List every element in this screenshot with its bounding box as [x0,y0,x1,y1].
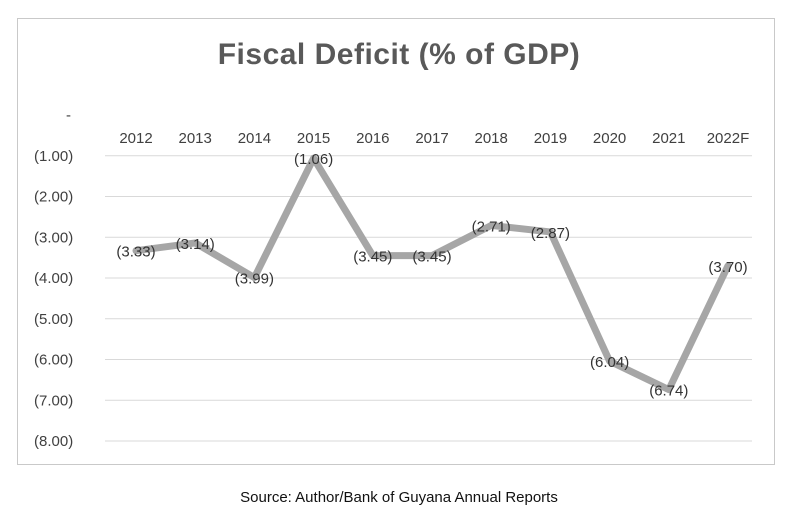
x-tick-label: 2020 [593,130,626,147]
data-label: (3.70) [708,259,747,276]
y-tick-label: (1.00) [34,148,73,165]
x-tick-label: 2015 [297,130,330,147]
y-tick-label: - [66,107,71,124]
data-label: (3.33) [116,244,155,261]
x-tick-label: 2019 [534,130,567,147]
x-tick-label: 2013 [179,130,212,147]
data-label: (2.71) [472,218,511,235]
x-tick-label: 2022F [707,130,750,147]
chart-frame [17,18,775,465]
data-label: (3.99) [235,271,274,288]
y-tick-label: (6.00) [34,352,73,369]
x-tick-label: 2012 [119,130,152,147]
data-label: (6.04) [590,354,629,371]
data-label: (1.06) [294,151,333,168]
data-label: (3.45) [353,249,392,266]
x-tick-label: 2016 [356,130,389,147]
chart-title: Fiscal Deficit (% of GDP) [217,38,581,71]
data-label: (3.45) [412,249,451,266]
data-label: (2.87) [531,225,570,242]
y-tick-label: (2.00) [34,189,73,206]
y-tick-label: (7.00) [34,392,73,409]
x-tick-label: 2014 [238,130,271,147]
x-tick-label: 2018 [475,130,508,147]
series-line [132,154,732,394]
source-note: Source: Author/Bank of Guyana Annual Rep… [240,489,558,506]
y-tick-label: (4.00) [34,270,73,287]
y-tick-label: (5.00) [34,311,73,328]
x-tick-label: 2021 [652,130,685,147]
x-tick-label: 2017 [415,130,448,147]
y-tick-label: (8.00) [34,433,73,450]
y-tick-label: (3.00) [34,229,73,246]
data-label: (6.74) [649,383,688,400]
data-label: (3.14) [176,236,215,253]
